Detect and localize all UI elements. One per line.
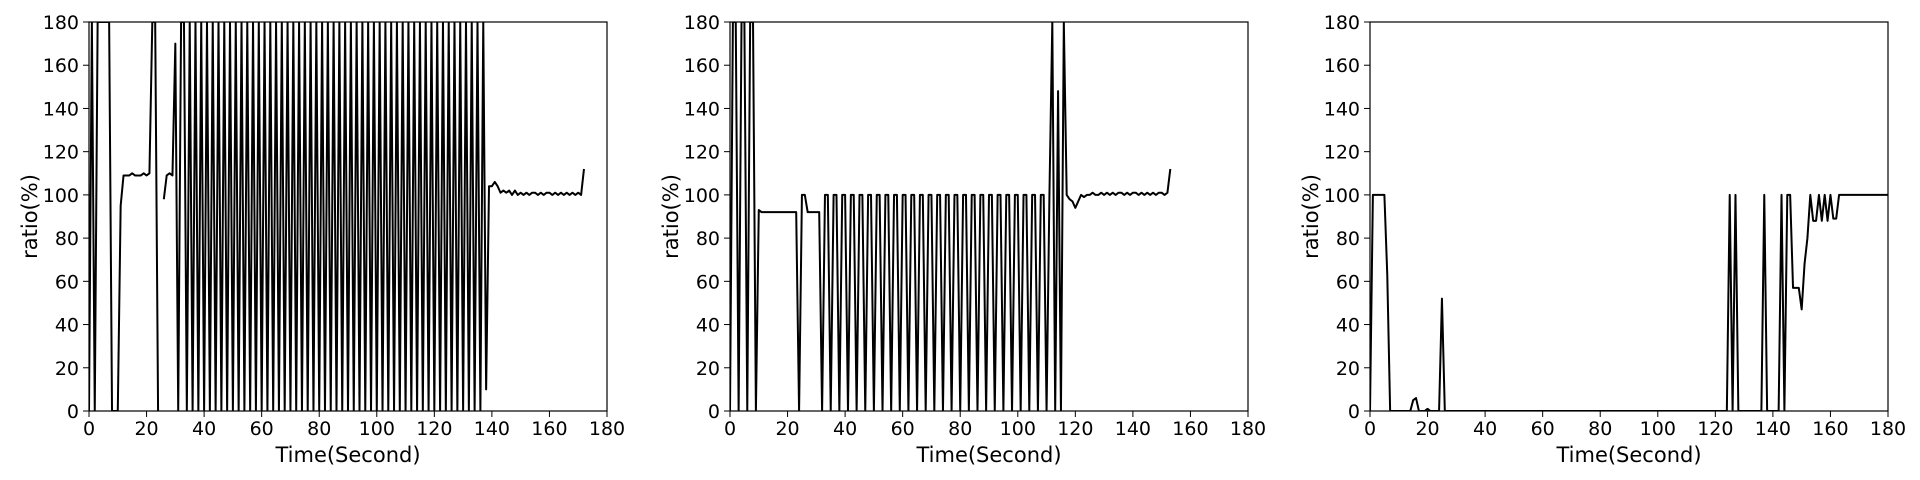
- y-tick-label: 120: [43, 142, 79, 164]
- y-tick-label: 140: [1324, 98, 1360, 120]
- y-tick-label: 80: [55, 228, 79, 250]
- x-tick-label: 60: [1531, 418, 1555, 440]
- x-tick-label: 100: [1640, 418, 1676, 440]
- data-line: [1370, 193, 1888, 411]
- y-tick-label: 160: [43, 55, 79, 77]
- x-tick-label: 0: [83, 418, 95, 440]
- y-tick-label: 180: [1324, 12, 1360, 34]
- y-tick-label: 20: [1336, 358, 1360, 380]
- y-tick-label: 80: [1336, 228, 1360, 250]
- y-tick-label: 100: [43, 185, 79, 207]
- y-axis-label: ratio(%): [1299, 174, 1323, 259]
- axes-frame: [88, 21, 608, 412]
- x-tick-label: 180: [1230, 418, 1266, 440]
- y-tick-label: 40: [1336, 315, 1360, 337]
- x-tick-label: 140: [474, 418, 510, 440]
- x-tick-label: 40: [192, 418, 216, 440]
- x-tick-label: 180: [589, 418, 625, 440]
- subplot: 0 20 40 60 80 100 120 140 160 180 0 20 40 60 80 100 120 1…: [659, 12, 1266, 467]
- x-tick-label: 100: [1000, 418, 1036, 440]
- x-tick-label: 60: [891, 418, 915, 440]
- y-tick-label: 80: [696, 228, 720, 250]
- axes-frame: [1369, 21, 1889, 412]
- y-tick-label: 160: [1324, 55, 1360, 77]
- x-tick-label: 40: [833, 418, 857, 440]
- y-tick-label: 20: [696, 358, 720, 380]
- subplot: 0 20 40 60 80 100 120 140 160 180 0 20 40 60 80 100 120 1…: [18, 12, 625, 467]
- y-tick-label: 0: [1348, 401, 1360, 423]
- x-axis-label: Time(Second): [915, 443, 1061, 467]
- x-tick-label: 160: [531, 418, 567, 440]
- x-tick-label: 40: [1473, 418, 1497, 440]
- subplot: 0 20 40 60 80 100 120 140 160 180 0 20 40 60 80 100 120 1…: [1299, 12, 1906, 467]
- x-tick-label: 80: [1588, 418, 1612, 440]
- y-tick-label: 20: [55, 358, 79, 380]
- y-tick-label: 40: [55, 315, 79, 337]
- x-tick-label: 20: [134, 418, 158, 440]
- y-tick-label: 100: [684, 185, 720, 207]
- x-tick-label: 120: [1697, 418, 1733, 440]
- x-tick-label: 20: [775, 418, 799, 440]
- data-line: [730, 22, 1172, 411]
- y-tick-label: 0: [67, 401, 79, 423]
- y-tick-label: 180: [684, 12, 720, 34]
- y-tick-label: 120: [1324, 142, 1360, 164]
- x-axis-label: Time(Second): [1555, 443, 1701, 467]
- y-tick-label: 160: [684, 55, 720, 77]
- y-tick-label: 60: [55, 271, 79, 293]
- y-tick-label: 120: [684, 142, 720, 164]
- x-tick-label: 20: [1415, 418, 1439, 440]
- x-tick-label: 100: [359, 418, 395, 440]
- y-axis-label: ratio(%): [18, 174, 42, 259]
- x-tick-label: 80: [307, 418, 331, 440]
- x-tick-label: 180: [1870, 418, 1906, 440]
- x-tick-label: 60: [250, 418, 274, 440]
- x-axis-label: Time(Second): [274, 443, 420, 467]
- x-tick-label: 160: [1172, 418, 1208, 440]
- x-tick-label: 120: [416, 418, 452, 440]
- y-tick-label: 180: [43, 12, 79, 34]
- x-tick-label: 140: [1115, 418, 1151, 440]
- x-tick-label: 160: [1812, 418, 1848, 440]
- y-tick-label: 140: [684, 98, 720, 120]
- x-tick-label: 80: [948, 418, 972, 440]
- x-tick-label: 0: [1364, 418, 1376, 440]
- axes-frame: [729, 21, 1249, 412]
- y-tick-label: 60: [1336, 271, 1360, 293]
- x-tick-label: 0: [724, 418, 736, 440]
- y-tick-label: 140: [43, 98, 79, 120]
- y-tick-label: 100: [1324, 185, 1360, 207]
- x-tick-label: 120: [1057, 418, 1093, 440]
- y-tick-label: 40: [696, 315, 720, 337]
- y-tick-label: 60: [696, 271, 720, 293]
- x-tick-label: 140: [1755, 418, 1791, 440]
- data-line: [89, 22, 585, 411]
- y-axis-label: ratio(%): [659, 174, 683, 259]
- y-tick-label: 0: [708, 401, 720, 423]
